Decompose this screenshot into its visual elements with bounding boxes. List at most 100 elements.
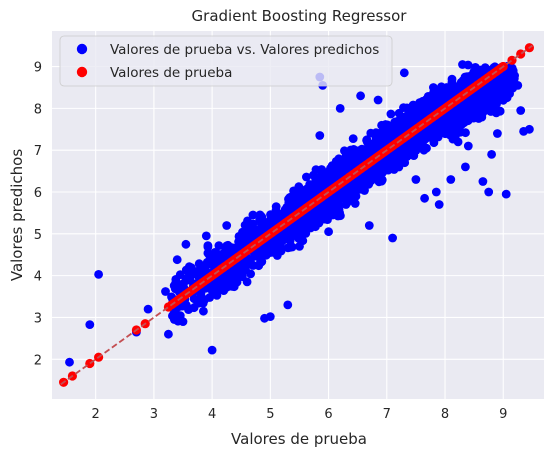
scatter-point bbox=[295, 242, 304, 251]
y-tick-label: 7 bbox=[34, 144, 42, 159]
scatter-point bbox=[525, 125, 534, 134]
legend-marker-blue bbox=[77, 44, 87, 54]
legend-label-series-1: Valores de prueba vs. Valores predichos bbox=[110, 42, 379, 58]
scatter-point bbox=[487, 150, 496, 159]
scatter-point bbox=[208, 346, 217, 355]
scatter-point bbox=[342, 200, 351, 209]
y-tick-label: 5 bbox=[34, 228, 42, 243]
scatter-point bbox=[420, 194, 429, 203]
scatter-point bbox=[412, 175, 421, 184]
scatter-cloud-point bbox=[228, 269, 237, 278]
scatter-cloud-point bbox=[171, 275, 180, 284]
scatter-point bbox=[85, 320, 94, 329]
scatter-cloud-point bbox=[349, 134, 358, 143]
scatter-cloud-point bbox=[473, 112, 482, 121]
scatter-cloud-point bbox=[265, 248, 274, 257]
scatter-cloud-point bbox=[286, 243, 295, 252]
scatter-point bbox=[222, 221, 231, 230]
scatter-point bbox=[435, 200, 444, 209]
scatter-point bbox=[94, 270, 103, 279]
scatter-point bbox=[388, 234, 397, 243]
scatter-point bbox=[170, 315, 179, 324]
scatter-cloud-point bbox=[203, 258, 212, 267]
scatter-cloud-point bbox=[299, 219, 308, 228]
scatter-cloud-point bbox=[334, 193, 343, 202]
scatter-cloud-point bbox=[375, 177, 384, 186]
scatter-point bbox=[432, 188, 441, 197]
x-tick-label: 5 bbox=[266, 407, 274, 422]
scatter-cloud-point bbox=[454, 110, 463, 119]
x-tick-label: 3 bbox=[150, 407, 158, 422]
scatter-point bbox=[283, 301, 292, 310]
scatter-point bbox=[173, 255, 182, 264]
scatter-cloud-point bbox=[387, 110, 396, 119]
scatter-cloud-point bbox=[477, 92, 486, 101]
scatter-cloud-point bbox=[349, 194, 358, 203]
scatter-point bbox=[429, 83, 438, 92]
scatter-point bbox=[502, 190, 511, 199]
scatter-point bbox=[461, 163, 470, 172]
y-tick-label: 4 bbox=[34, 270, 42, 285]
scatter-cloud-point bbox=[281, 234, 290, 243]
scatter-cloud-point bbox=[302, 173, 311, 182]
scatter-cloud-point bbox=[317, 165, 326, 174]
scatter-point bbox=[249, 211, 258, 220]
x-tick-label: 7 bbox=[383, 407, 391, 422]
scatter-point bbox=[324, 227, 333, 236]
scatter-point bbox=[164, 330, 173, 339]
scatter-point bbox=[458, 60, 467, 69]
scatter-point bbox=[336, 104, 345, 113]
legend: Valores de prueba vs. Valores predichos … bbox=[60, 36, 392, 86]
scatter-point bbox=[493, 129, 502, 138]
scatter-point bbox=[513, 81, 522, 90]
x-tick-label: 6 bbox=[324, 407, 332, 422]
scatter-point bbox=[356, 91, 365, 100]
scatter-point bbox=[438, 127, 447, 136]
scatter-cloud-point bbox=[473, 68, 482, 77]
scatter-cloud-point bbox=[186, 272, 195, 281]
scatter-point bbox=[365, 221, 374, 230]
scatter-point bbox=[272, 202, 281, 211]
scatter-cloud-point bbox=[416, 109, 425, 118]
y-tick-label: 9 bbox=[34, 61, 42, 76]
scatter-cloud-point bbox=[334, 212, 343, 221]
scatter-cloud-point bbox=[409, 101, 418, 110]
x-tick-label: 9 bbox=[499, 407, 507, 422]
y-axis-title: Valores predichos bbox=[8, 149, 26, 281]
scatter-point bbox=[193, 298, 202, 307]
scatter-point bbox=[179, 317, 188, 326]
x-tick-label: 4 bbox=[208, 407, 216, 422]
scatter-point bbox=[214, 252, 223, 261]
legend-marker-red bbox=[77, 67, 87, 77]
chart-title: Gradient Boosting Regressor bbox=[192, 7, 408, 25]
scatter-point bbox=[202, 232, 211, 241]
y-tick-label: 3 bbox=[34, 311, 42, 326]
scatter-point bbox=[199, 307, 208, 316]
scatter-cloud-point bbox=[390, 155, 399, 164]
scatter-point bbox=[484, 188, 493, 197]
scatter-cloud-point bbox=[288, 197, 297, 206]
scatter-cloud-point bbox=[398, 115, 407, 124]
scatter-cloud-point bbox=[501, 91, 510, 100]
scatter-cloud-point bbox=[392, 122, 401, 131]
scatter-cloud-point bbox=[451, 132, 460, 141]
scatter-point bbox=[182, 240, 191, 249]
scatter-cloud-point bbox=[257, 213, 266, 222]
scatter-cloud-point bbox=[492, 97, 501, 106]
scatter-cloud-point bbox=[204, 249, 213, 258]
scatter-cloud-point bbox=[451, 124, 460, 133]
scatter-point bbox=[479, 177, 488, 186]
scatter-cloud-point bbox=[430, 138, 439, 147]
scatter-point bbox=[161, 287, 170, 296]
y-tick-label: 2 bbox=[34, 353, 42, 368]
y-tick-label: 8 bbox=[34, 102, 42, 117]
scatter-cloud-point bbox=[363, 135, 372, 144]
scatter-cloud-point bbox=[294, 182, 303, 191]
x-tick-label: 2 bbox=[92, 407, 100, 422]
scatter-point bbox=[65, 358, 74, 367]
scatter-cloud-point bbox=[273, 251, 282, 260]
scatter-cloud-point bbox=[425, 128, 434, 137]
scatter-point bbox=[315, 131, 324, 140]
scatter-point bbox=[400, 68, 409, 77]
